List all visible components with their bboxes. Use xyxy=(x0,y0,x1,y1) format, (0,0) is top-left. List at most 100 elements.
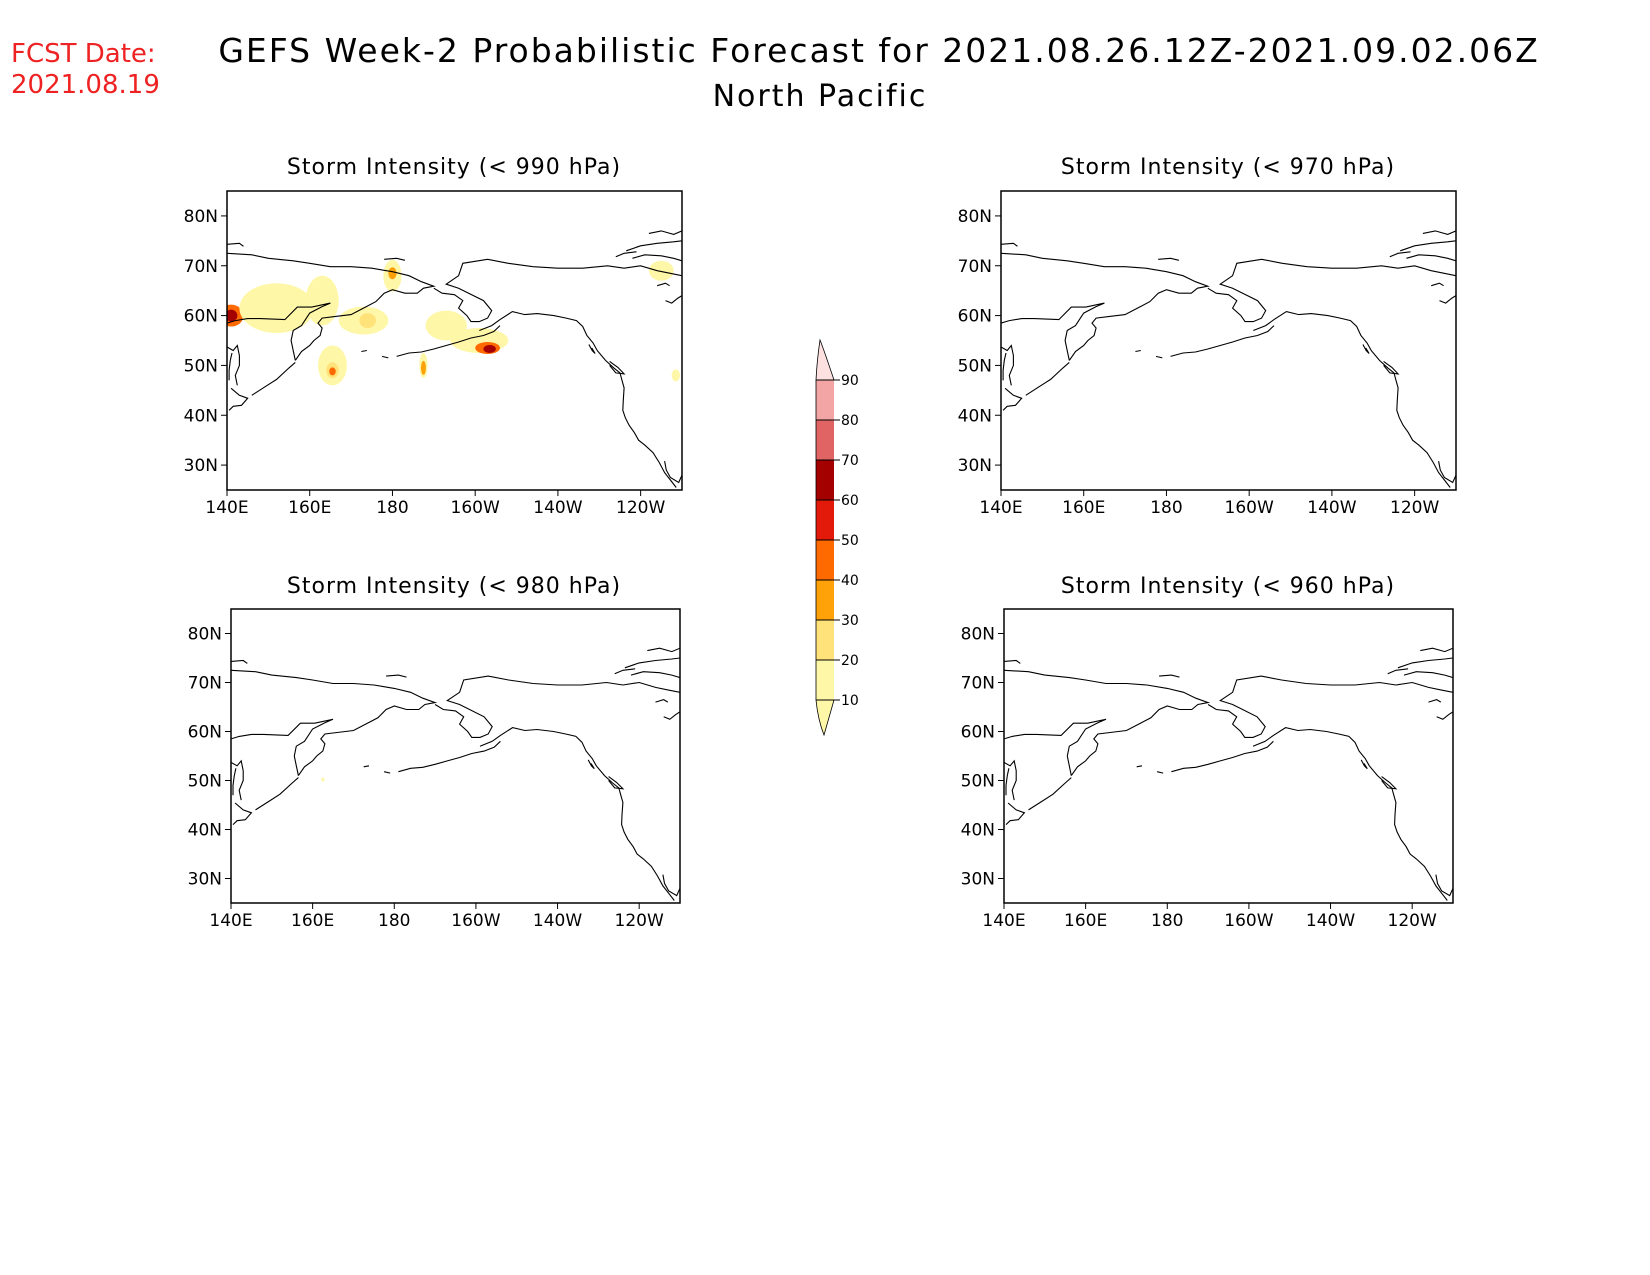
colorbar-swatch xyxy=(816,500,834,540)
coastline-segment xyxy=(1360,759,1368,770)
map-frame xyxy=(1003,608,1454,904)
coastline-segment xyxy=(1158,257,1180,261)
coastline xyxy=(231,647,680,901)
colorbar-label: 90 xyxy=(841,373,859,389)
coastline-segment xyxy=(227,242,244,247)
lat-tick-label: 30N xyxy=(961,870,995,890)
coastline-segment xyxy=(664,460,682,484)
probability-contour xyxy=(388,267,397,280)
panel-title: Storm Intensity (< 970 hPa) xyxy=(1061,155,1395,180)
coastline-segment xyxy=(1136,765,1143,768)
lat-tick-label: 40N xyxy=(958,406,992,426)
probability-contour xyxy=(359,313,376,329)
coastline-segment xyxy=(231,669,438,776)
map-axes: 80N 70N 60N 50N 40N 30N 140E 160E 180 160W 140W 120… xyxy=(961,625,1437,932)
map-panel-970: Storm Intensity (< 970 hPa) 80N 70N 60N 50N… xyxy=(958,155,1457,518)
coastline-segment xyxy=(1004,718,1107,776)
coastline xyxy=(1001,230,1456,488)
colorbar-swatch xyxy=(816,660,834,700)
colorbar-swatch xyxy=(816,420,834,460)
coastline-segment xyxy=(228,387,249,411)
coastline xyxy=(227,230,682,488)
coastline-segment xyxy=(433,258,682,323)
lat-tick-label: 80N xyxy=(188,625,222,645)
coastline-segment xyxy=(381,355,389,359)
colorbar-label: 70 xyxy=(841,453,859,469)
coastline-segment xyxy=(626,240,682,252)
lon-tick-label: 160E xyxy=(1064,911,1107,931)
map-frame xyxy=(1000,190,1457,491)
coastline-segment xyxy=(1171,740,1274,773)
coastline-segment xyxy=(609,360,626,375)
colorbar-label: 60 xyxy=(841,493,859,509)
probability-contour xyxy=(305,275,339,326)
coastline-segment xyxy=(1156,771,1164,774)
coastline-segment xyxy=(1403,671,1453,679)
lon-tick-label: 160E xyxy=(1062,498,1105,518)
coastline-segment xyxy=(1431,282,1444,287)
colorbar-label: 50 xyxy=(841,533,859,549)
coastline-segment xyxy=(479,727,675,901)
coastline-segment xyxy=(1387,668,1409,675)
coastline-segment xyxy=(231,659,248,664)
coastline-segment xyxy=(227,252,436,361)
lat-tick-label: 60N xyxy=(958,307,992,327)
colorbar-cap-low xyxy=(815,699,835,737)
probability-contour xyxy=(227,309,238,322)
figure-title: GEFS Week-2 Probabilistic Forecast for 2… xyxy=(218,31,1539,70)
map-frame xyxy=(226,190,683,491)
lon-tick-label: 160W xyxy=(1225,498,1274,518)
coastline-segment xyxy=(663,711,680,720)
coastline-segment xyxy=(1400,240,1456,252)
lon-tick-label: 180 xyxy=(1150,498,1182,518)
panel-title: Storm Intensity (< 980 hPa) xyxy=(287,574,621,599)
coastline-segment xyxy=(1135,349,1141,353)
coastline-segment xyxy=(1155,355,1163,359)
lon-tick-label: 140W xyxy=(1306,911,1355,931)
lat-tick-label: 30N xyxy=(188,870,222,890)
coastline-segment xyxy=(657,282,670,287)
lat-tick-label: 80N xyxy=(958,207,992,227)
colorbar-cap-high xyxy=(815,338,835,381)
probability-contour xyxy=(420,360,426,375)
fcst-date-value: 2021.08.19 xyxy=(11,70,160,100)
coastline-segment xyxy=(1381,776,1398,790)
coastline-segment xyxy=(655,699,669,703)
coastline-segment xyxy=(1004,659,1021,664)
lon-tick-label: 120W xyxy=(1390,498,1439,518)
lat-tick-label: 70N xyxy=(961,674,995,694)
coastline-segment xyxy=(434,675,680,738)
lon-tick-label: 160W xyxy=(451,911,500,931)
colorbar-label: 20 xyxy=(841,653,859,669)
coastline-segment xyxy=(1389,251,1411,258)
colorbar-swatch xyxy=(816,380,834,420)
coastline-segment xyxy=(1028,777,1072,811)
coastline-segment xyxy=(398,740,501,773)
coastline-segment xyxy=(227,344,240,386)
coastline-segment xyxy=(1025,361,1070,396)
lon-tick-label: 180 xyxy=(378,911,410,931)
coastline-segment xyxy=(624,657,680,669)
colorbar-swatch xyxy=(816,540,834,580)
lat-tick-label: 70N xyxy=(184,257,218,277)
coastline-segment xyxy=(1420,647,1453,653)
coastline-segment xyxy=(1428,699,1442,703)
map-panel-990: Storm Intensity (< 990 hPa) 80N 70N 60N 50N… xyxy=(184,155,683,518)
probability-contour xyxy=(239,283,314,334)
map-axes: 80N 70N 60N 50N 40N 30N 140E 160E 180 160W 140W 120… xyxy=(958,207,1440,518)
coastline-segment xyxy=(396,325,501,357)
coastline-segment xyxy=(231,718,334,776)
coastline-segment xyxy=(1439,295,1456,304)
lat-tick-label: 80N xyxy=(961,625,995,645)
colorbar-swatch xyxy=(816,460,834,500)
coastline-segment xyxy=(386,674,407,678)
coastline-segment xyxy=(232,802,253,825)
lat-tick-label: 70N xyxy=(958,257,992,277)
coastline-segment xyxy=(608,776,625,790)
map-axes: 80N 70N 60N 50N 40N 30N 140E 160E 180 160W 140W 120… xyxy=(188,625,664,932)
lat-tick-label: 50N xyxy=(958,356,992,376)
lon-tick-label: 140W xyxy=(1307,498,1356,518)
lat-tick-label: 40N xyxy=(961,821,995,841)
coastline-segment xyxy=(614,668,636,675)
